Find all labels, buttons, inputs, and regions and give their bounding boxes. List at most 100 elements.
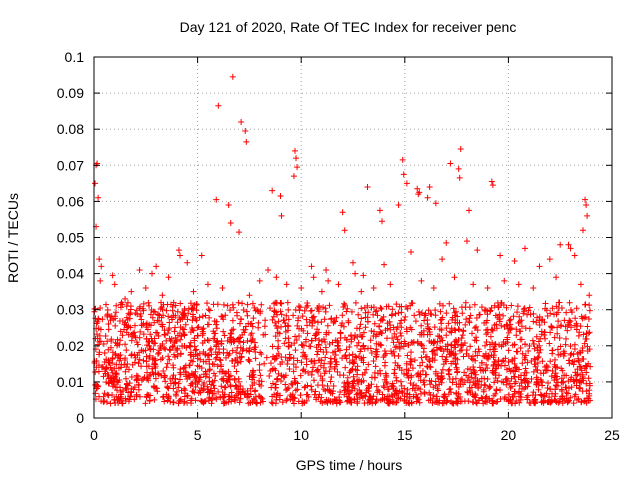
data-point: [418, 322, 425, 329]
data-point: [585, 330, 592, 337]
data-point: [466, 207, 473, 214]
data-point: [586, 302, 593, 309]
data-point: [474, 377, 481, 384]
data-point: [206, 360, 213, 367]
data-point: [322, 354, 329, 361]
data-point: [569, 309, 576, 316]
data-point: [559, 392, 566, 399]
data-point: [230, 336, 237, 343]
data-point: [302, 353, 309, 360]
data-point: [482, 306, 489, 313]
data-point: [383, 373, 390, 380]
data-point: [241, 329, 248, 336]
data-point: [457, 146, 464, 153]
data-point: [274, 325, 281, 332]
data-point: [556, 398, 563, 405]
data-point: [424, 317, 431, 324]
data-point: [399, 389, 406, 396]
data-point: [257, 349, 264, 356]
data-point: [545, 379, 552, 386]
data-point: [427, 364, 434, 371]
data-point: [256, 361, 263, 368]
data-point: [268, 399, 275, 406]
data-point: [271, 308, 278, 315]
data-point: [228, 398, 235, 405]
data-point: [418, 277, 425, 284]
data-point: [184, 259, 191, 266]
data-point: [124, 361, 131, 368]
data-point: [161, 398, 168, 405]
data-point: [581, 398, 588, 405]
data-point: [571, 341, 578, 348]
data-point: [283, 281, 290, 288]
data-point: [349, 351, 356, 358]
data-point: [278, 300, 285, 307]
data-point: [117, 389, 124, 396]
data-point: [426, 183, 433, 190]
data-point: [459, 376, 466, 383]
data-point: [572, 391, 579, 398]
data-point: [508, 383, 515, 390]
data-point: [367, 394, 374, 401]
data-point: [376, 323, 383, 330]
data-point: [455, 165, 462, 172]
data-point: [370, 358, 377, 365]
data-point: [422, 371, 429, 378]
data-point: [109, 354, 116, 361]
data-point: [204, 281, 211, 288]
data-point: [483, 354, 490, 361]
data-point: [411, 312, 418, 319]
data-point: [186, 362, 193, 369]
data-point: [526, 342, 533, 349]
data-point: [167, 375, 174, 382]
data-point: [260, 331, 267, 338]
data-point: [295, 303, 302, 310]
data-point: [425, 325, 432, 332]
data-point: [387, 281, 394, 288]
data-point: [488, 304, 495, 311]
data-point: [147, 346, 154, 353]
data-point: [159, 394, 166, 401]
data-point: [310, 377, 317, 384]
data-point: [146, 397, 153, 404]
data-point: [293, 155, 300, 162]
data-point: [288, 380, 295, 387]
data-point: [151, 319, 158, 326]
data-point: [373, 383, 380, 390]
data-point: [122, 395, 129, 402]
data-point: [319, 382, 326, 389]
data-point: [141, 374, 148, 381]
data-point: [358, 333, 365, 340]
data-point: [419, 367, 426, 374]
data-point: [269, 316, 276, 323]
data-point: [351, 377, 358, 384]
data-point: [309, 368, 316, 375]
y-tick-label: 0.03: [57, 302, 84, 318]
data-point: [327, 364, 334, 371]
data-point: [278, 212, 285, 219]
data-point: [193, 346, 200, 353]
data-point: [157, 356, 164, 363]
data-point: [440, 361, 447, 368]
data-point: [176, 252, 183, 259]
data-point: [540, 398, 547, 405]
data-point: [152, 329, 159, 336]
data-point: [314, 366, 321, 373]
data-point: [217, 363, 224, 370]
data-point: [563, 389, 570, 396]
data-point: [433, 346, 440, 353]
data-point: [326, 302, 333, 309]
data-point: [426, 338, 433, 345]
data-point: [314, 351, 321, 358]
data-point: [580, 331, 587, 338]
data-point: [379, 218, 386, 225]
data-point: [227, 307, 234, 314]
data-point: [123, 380, 130, 387]
data-point: [439, 400, 446, 407]
data-point: [484, 311, 491, 318]
data-point: [138, 316, 145, 323]
data-point: [372, 308, 379, 315]
data-point: [414, 340, 421, 347]
data-point: [582, 335, 589, 342]
data-point: [567, 394, 574, 401]
